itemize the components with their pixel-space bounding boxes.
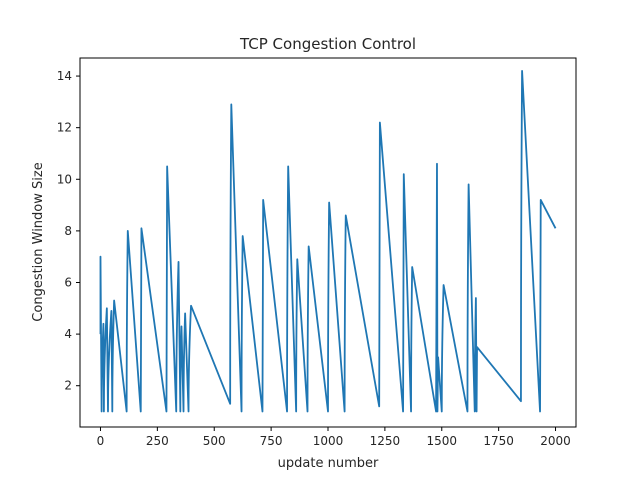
series-line-group (99, 70, 557, 413)
x-tick-label: 1250 (370, 434, 401, 448)
x-tick-label: 1000 (313, 434, 344, 448)
x-tick-label: 1750 (483, 434, 514, 448)
chart-title: TCP Congestion Control (239, 35, 416, 53)
series-line (99, 70, 557, 413)
x-tick-label: 750 (260, 434, 283, 448)
y-tick-label: 14 (57, 69, 72, 83)
y-tick-label: 6 (64, 275, 72, 289)
y-tick-label: 10 (57, 172, 72, 186)
x-tick-label: 2000 (540, 434, 571, 448)
y-tick-label: 8 (64, 224, 72, 238)
y-tick-label: 2 (64, 379, 72, 393)
x-tick-label: 250 (146, 434, 169, 448)
x-tick-label: 1500 (426, 434, 457, 448)
x-tick-label: 0 (97, 434, 105, 448)
y-tick-label: 12 (57, 121, 72, 135)
x-tick-label: 500 (203, 434, 226, 448)
x-axis: 0 250 500 750 1000 1250 1500 1750 2000 (97, 427, 571, 448)
y-tick-label: 4 (64, 327, 72, 341)
x-axis-label: update number (278, 456, 379, 471)
y-axis-label: Congestion Window Size (31, 162, 46, 321)
y-axis: 2 4 6 8 10 12 14 (57, 69, 80, 393)
